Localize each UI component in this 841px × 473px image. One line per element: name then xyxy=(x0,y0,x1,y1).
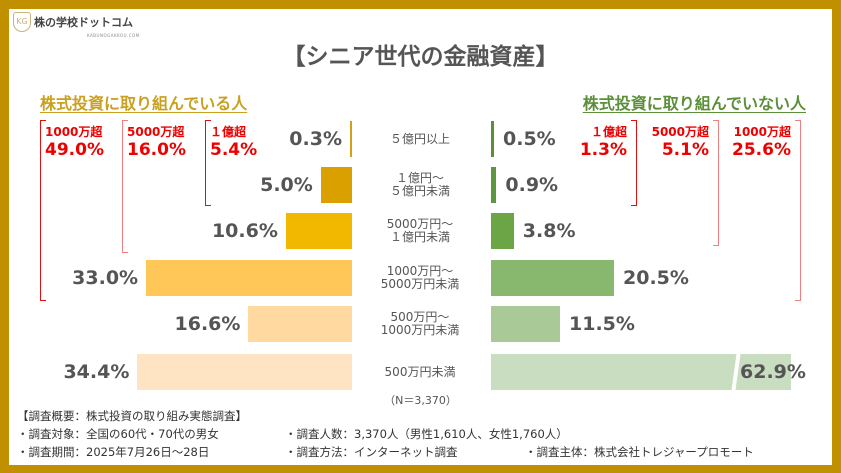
bracket-left-5000 xyxy=(122,120,128,253)
bar-non-investor xyxy=(491,121,494,157)
bracket-left-1000 xyxy=(40,120,46,301)
footer-period: ・調査期間：2025年7月26日～28日 xyxy=(17,445,210,459)
bar-investor xyxy=(350,121,352,157)
bracket-right-5000 xyxy=(713,120,719,246)
footer-count: ・調査人数：3,370人（男性1,610人、女性1,760人） xyxy=(285,427,568,441)
pct-label-investor: 34.4% xyxy=(63,361,130,383)
category-label: 5000万円～ １億円未満 xyxy=(386,217,454,244)
left-total-5000: 5000万超 16.0% xyxy=(127,125,186,160)
bar-investor xyxy=(137,354,352,390)
pct-label-non-investor: 20.5% xyxy=(623,267,689,289)
right-total-1000: 1000万超 25.6% xyxy=(732,125,791,160)
bracket-right-1000 xyxy=(795,120,801,301)
pct-label-non-investor: 0.5% xyxy=(503,128,556,150)
pct-label-non-investor: 3.8% xyxy=(522,220,576,242)
logo: KG 株の学校ドットコム KABUNOGAKKOU.COM xyxy=(13,12,139,38)
bar-investor xyxy=(285,213,352,249)
page-title: 【シニア世代の金融資産】 xyxy=(282,44,559,70)
left-heading: 株式投資に取り組んでいる人 xyxy=(40,94,248,113)
right-total-5000: 5000万超 5.1% xyxy=(651,125,709,160)
pct-label-investor: 10.6% xyxy=(211,220,278,242)
footer-method: ・調査方法：インターネット調査 xyxy=(285,445,458,459)
bar-investor xyxy=(248,306,352,342)
footer-heading: 【調査概要：株式投資の取り組み実態調査】 xyxy=(17,409,247,423)
bar-non-investor xyxy=(491,306,560,342)
infographic: KG 株の学校ドットコム KABUNOGAKKOU.COM 【シニア世代の金融資… xyxy=(9,9,832,465)
category-label: 500万円未満 xyxy=(384,364,456,379)
pct-label-investor: 16.6% xyxy=(174,313,241,335)
right-heading: 株式投資に取り組んでいない人 xyxy=(582,94,806,113)
right-total-1oku: １億超 1.3% xyxy=(579,125,627,160)
bar-non-investor xyxy=(491,354,791,390)
logo-name: 株の学校ドットコム xyxy=(34,16,133,29)
footer-org: ・調査主体：株式会社トレジャープロモート xyxy=(525,445,754,459)
pct-label-non-investor: 0.9% xyxy=(505,174,559,196)
left-total-1000: 1000万超 49.0% xyxy=(45,125,104,160)
bar-non-investor xyxy=(491,260,614,296)
bracket-right-1oku xyxy=(631,120,637,206)
pct-label-investor: 33.0% xyxy=(72,267,139,289)
category-label: ５億円以上 xyxy=(389,131,450,146)
sample-size: （N＝3,370） xyxy=(384,394,457,407)
category-label: 500万円～ 1000万円未満 xyxy=(380,310,460,337)
logo-mark: KG xyxy=(13,12,31,32)
pct-label-non-investor: 62.9% xyxy=(740,361,806,383)
logo-sub: KABUNOGAKKOU.COM xyxy=(87,33,140,38)
bar-non-investor xyxy=(491,167,497,203)
pct-label-investor: 0.3% xyxy=(289,128,342,150)
pct-label-non-investor: 11.5% xyxy=(569,313,635,335)
category-label: １億円～ ５億円未満 xyxy=(389,171,450,198)
bar-investor xyxy=(320,167,352,203)
bracket-left-1oku xyxy=(205,120,211,206)
footer-target: ・調査対象：全国の60代・70代の男女 xyxy=(17,427,219,441)
left-total-1oku: １億超 5.4% xyxy=(210,125,258,160)
category-label: 1000万円～ 5000万円未満 xyxy=(380,264,460,291)
pct-label-investor: 5.0% xyxy=(260,174,313,196)
bar-investor xyxy=(146,260,352,296)
bar-non-investor xyxy=(491,213,514,249)
